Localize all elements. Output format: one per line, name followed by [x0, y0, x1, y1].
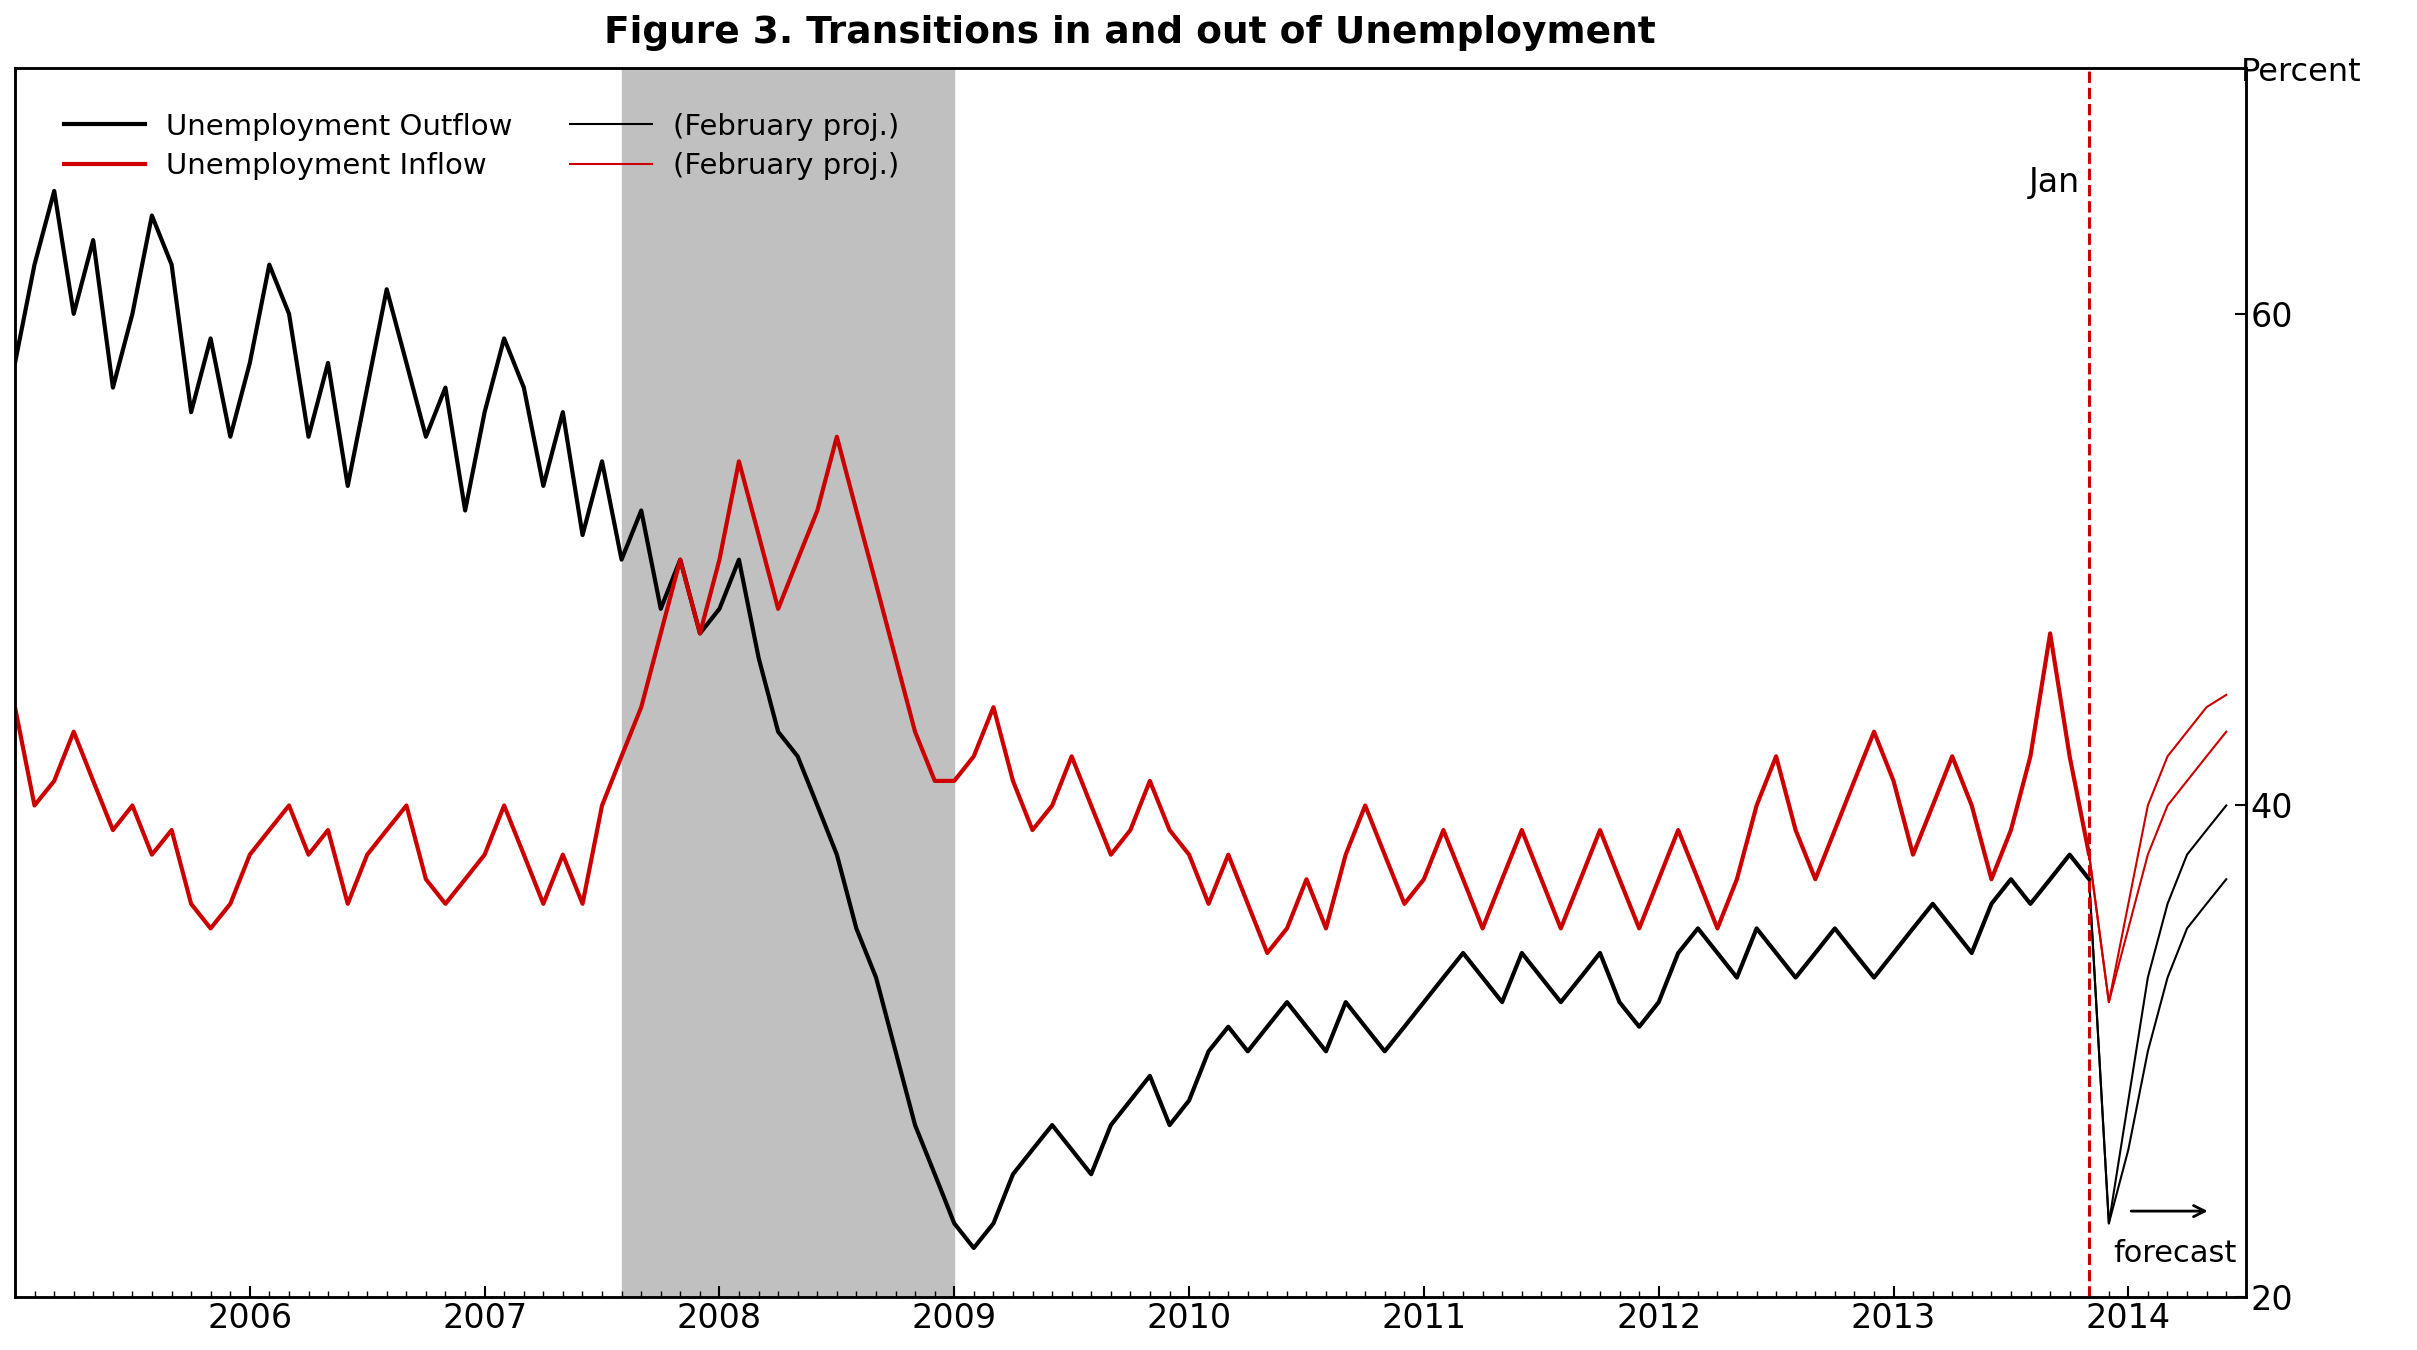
Title: Figure 3. Transitions in and out of Unemployment: Figure 3. Transitions in and out of Unem… [604, 15, 1656, 51]
Text: Percent: Percent [2241, 57, 2361, 88]
Legend: Unemployment Outflow, Unemployment Inflow, (February proj.), (February proj.): Unemployment Outflow, Unemployment Inflo… [51, 101, 911, 192]
Bar [621, 68, 955, 1297]
Text: Jan: Jan [2028, 166, 2079, 200]
Text: forecast: forecast [2112, 1239, 2238, 1268]
